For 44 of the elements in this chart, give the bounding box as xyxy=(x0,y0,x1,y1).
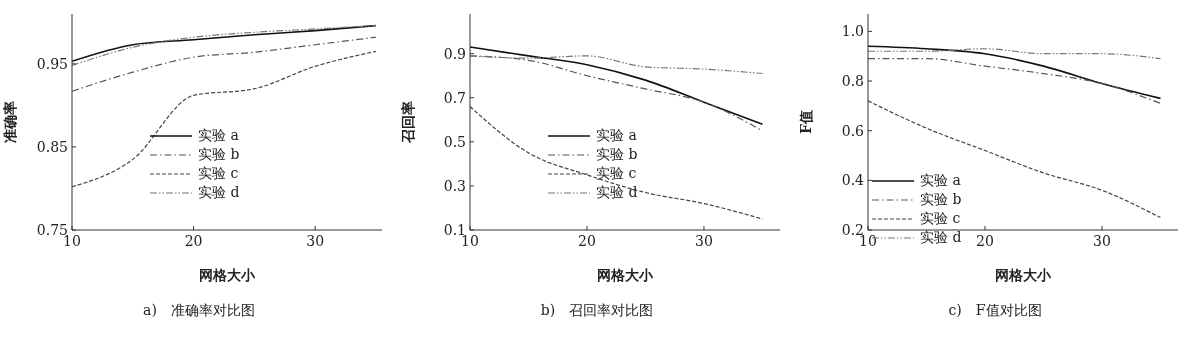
text: a) 准确率对比图 xyxy=(142,302,256,320)
legend-label: 实验 a xyxy=(596,126,637,145)
x-tick-label: 20 xyxy=(184,232,203,249)
line-series xyxy=(868,45,1162,100)
x-axis-title: 网格大小 xyxy=(597,267,654,283)
line-series xyxy=(72,36,377,92)
legend-label: 实验 c xyxy=(920,209,961,228)
x-axis-title: 网格大小 xyxy=(199,267,256,283)
legend-label: 实验 d xyxy=(596,183,638,202)
legend-label: 实验 d xyxy=(920,228,962,247)
y-tick-label: 0.8 xyxy=(841,73,864,89)
y-tick-label: 1.0 xyxy=(841,23,864,40)
x-tick-label: 30 xyxy=(306,232,325,249)
y-tick-label: 0.85 xyxy=(36,138,68,155)
legend-label: 实验 c xyxy=(198,164,239,183)
y-axis-title: 召回率 xyxy=(399,101,416,144)
y-axis-title: F值 xyxy=(797,110,814,134)
legend-label: 实验 d xyxy=(198,183,240,202)
y-axis-title: 准确率 xyxy=(1,101,18,143)
x-tick-label: 20 xyxy=(578,232,596,249)
y-tick-label: 0.9 xyxy=(443,45,466,62)
x-tick-label: 20 xyxy=(976,232,994,249)
legend-label: 实验 b xyxy=(198,145,240,164)
x-tick-label: 30 xyxy=(1093,232,1111,249)
legend-label: 实验 a xyxy=(920,171,961,190)
legend-label: 实验 c xyxy=(596,164,637,183)
line-series xyxy=(470,46,764,125)
text: b) 召回率对比图 xyxy=(539,302,655,320)
line-series xyxy=(470,105,764,220)
line-series xyxy=(868,48,1162,60)
y-tick-label: 0.6 xyxy=(841,122,865,139)
x-axis-title: 网格大小 xyxy=(995,267,1052,283)
y-tick-label: 0.4 xyxy=(841,172,865,189)
y-tick-label: 0.3 xyxy=(443,177,466,194)
legend-label: 实验 b xyxy=(920,190,962,209)
y-tick-label: 0.7 xyxy=(443,89,466,106)
legend-label: 实验 b xyxy=(596,145,638,164)
line-series xyxy=(868,58,1162,104)
x-tick-label: 30 xyxy=(695,232,713,249)
y-tick-label: 0.5 xyxy=(443,133,466,150)
y-tick-label: 0.95 xyxy=(36,55,68,72)
legend-label: 实验 a xyxy=(198,126,239,145)
text: c) F值对比图 xyxy=(947,302,1043,320)
line-series xyxy=(470,55,764,75)
